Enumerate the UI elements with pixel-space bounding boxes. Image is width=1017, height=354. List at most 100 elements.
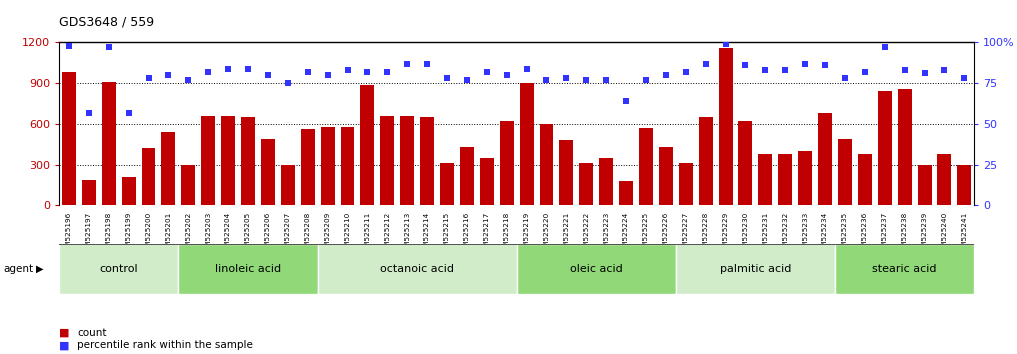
Point — [61, 43, 77, 48]
Bar — [281, 165, 295, 205]
Bar — [520, 83, 534, 205]
Bar — [141, 148, 156, 205]
Text: count: count — [77, 328, 107, 338]
Point — [717, 41, 733, 47]
Bar — [360, 85, 374, 205]
Bar — [201, 116, 216, 205]
Point — [677, 69, 694, 75]
Bar — [241, 117, 255, 205]
Bar — [102, 82, 116, 205]
Point — [558, 75, 575, 81]
Bar — [898, 88, 911, 205]
Bar — [678, 163, 693, 205]
Point — [240, 66, 256, 72]
Bar — [517, 244, 676, 294]
Point — [916, 70, 933, 76]
Bar — [835, 244, 974, 294]
Point — [379, 69, 396, 75]
Point — [340, 67, 356, 73]
Point — [359, 69, 375, 75]
Bar — [440, 163, 454, 205]
Point — [638, 77, 654, 83]
Text: palmitic acid: palmitic acid — [720, 264, 791, 274]
Bar — [82, 180, 96, 205]
Bar — [938, 154, 952, 205]
Bar — [719, 48, 732, 205]
Point — [937, 67, 953, 73]
Bar — [676, 244, 835, 294]
Bar — [59, 244, 178, 294]
Bar — [599, 158, 613, 205]
Point — [140, 75, 157, 81]
Point — [817, 62, 833, 68]
Point — [419, 61, 435, 67]
Bar — [540, 124, 553, 205]
Point — [758, 67, 774, 73]
Text: agent: agent — [3, 264, 34, 274]
Text: linoleic acid: linoleic acid — [215, 264, 281, 274]
Bar — [460, 147, 474, 205]
Text: stearic acid: stearic acid — [873, 264, 937, 274]
Bar — [759, 154, 772, 205]
Point — [658, 72, 674, 78]
Point — [837, 75, 853, 81]
Bar — [178, 244, 317, 294]
Point — [737, 62, 754, 68]
Bar — [699, 117, 713, 205]
Point — [598, 77, 614, 83]
Bar — [401, 116, 414, 205]
Point — [538, 77, 554, 83]
Bar — [659, 147, 673, 205]
Bar — [122, 177, 135, 205]
Bar — [317, 244, 517, 294]
Bar — [778, 154, 792, 205]
Point — [797, 61, 814, 67]
Point — [80, 110, 97, 115]
Text: percentile rank within the sample: percentile rank within the sample — [77, 340, 253, 350]
Bar — [957, 165, 971, 205]
Bar — [380, 116, 395, 205]
Point — [479, 69, 495, 75]
Point — [220, 66, 236, 72]
Text: octanoic acid: octanoic acid — [380, 264, 455, 274]
Point — [856, 69, 873, 75]
Point — [578, 77, 594, 83]
Bar — [420, 117, 434, 205]
Bar — [639, 128, 653, 205]
Point — [259, 72, 276, 78]
Bar — [480, 158, 494, 205]
Text: ▶: ▶ — [36, 264, 43, 274]
Point — [777, 67, 793, 73]
Point — [200, 69, 217, 75]
Bar — [878, 91, 892, 205]
Bar — [838, 139, 852, 205]
Point — [897, 67, 913, 73]
Text: GDS3648 / 559: GDS3648 / 559 — [59, 15, 155, 28]
Bar — [738, 121, 753, 205]
Point — [439, 75, 456, 81]
Bar — [181, 165, 195, 205]
Text: oleic acid: oleic acid — [570, 264, 622, 274]
Bar — [221, 116, 235, 205]
Bar — [341, 127, 355, 205]
Bar — [580, 163, 593, 205]
Point — [161, 72, 177, 78]
Bar — [798, 151, 813, 205]
Point — [618, 98, 635, 104]
Bar — [858, 154, 872, 205]
Point — [101, 45, 117, 50]
Text: control: control — [100, 264, 138, 274]
Bar — [261, 139, 275, 205]
Bar — [917, 165, 932, 205]
Point — [956, 75, 972, 81]
Point — [519, 66, 535, 72]
Point — [399, 61, 415, 67]
Point — [459, 77, 475, 83]
Point — [180, 77, 196, 83]
Bar — [320, 127, 335, 205]
Point — [877, 45, 893, 50]
Point — [300, 69, 316, 75]
Bar — [162, 132, 175, 205]
Bar — [818, 113, 832, 205]
Point — [698, 61, 714, 67]
